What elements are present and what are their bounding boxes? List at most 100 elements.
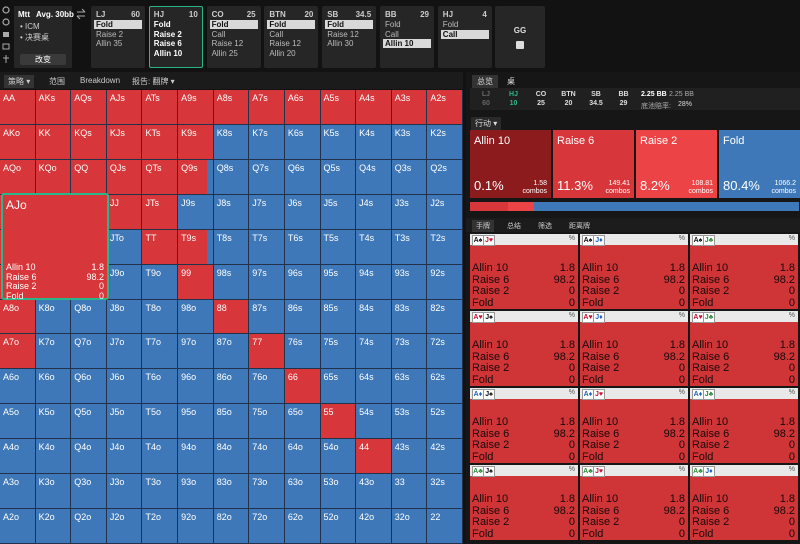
hand-cell[interactable]: J3s <box>391 194 428 230</box>
combo-card[interactable]: A♥ J♠% Allin 10 1.8 Raise 6 98.2 Raise 2 0 Fold 0 <box>470 311 578 386</box>
combo-card[interactable]: A♠ J♥% Allin 10 1.8 Raise 6 98.2 Raise 2 0 Fold 0 <box>470 234 578 309</box>
hand-cell[interactable]: 96s <box>284 264 321 300</box>
position-action[interactable]: Fold <box>325 20 374 29</box>
position-action[interactable]: Fold <box>94 20 142 29</box>
hand-cell[interactable]: 43s <box>391 439 428 475</box>
hand-cell[interactable]: 98s <box>213 264 250 300</box>
position-action[interactable]: Allin 35 <box>96 39 123 48</box>
position-action[interactable]: Raise 12 <box>269 39 301 48</box>
position-box[interactable]: LJ 60 Fold Raise 2 Allin 35 <box>91 6 145 68</box>
hand-cell[interactable]: A7s <box>249 90 285 125</box>
change-button[interactable]: 改变 <box>20 54 66 65</box>
hand-cell[interactable]: 72s <box>427 334 463 370</box>
hand-cell[interactable]: A4s <box>356 90 392 125</box>
hand-cell[interactable]: T5s <box>320 229 357 265</box>
hand-cell[interactable]: K7s <box>249 124 285 160</box>
hand-cell[interactable]: 87s <box>249 299 285 335</box>
hand-cell[interactable]: 62o <box>284 509 321 544</box>
position-action[interactable]: Fold <box>209 20 258 29</box>
hand-cell[interactable]: 74o <box>249 439 285 475</box>
hand-cell[interactable]: 42o <box>356 509 392 544</box>
hand-cell[interactable]: A3s <box>391 90 428 125</box>
hand-cell[interactable]: A5o <box>0 404 36 440</box>
hand-cell[interactable]: J2s <box>427 194 463 230</box>
hand-cell[interactable]: Q9s <box>178 159 214 195</box>
hand-tab[interactable]: 距离牌 <box>569 223 590 230</box>
hand-cell[interactable]: KQo <box>35 159 72 195</box>
hand-cell[interactable]: Q6o <box>71 369 107 405</box>
hand-cell[interactable]: 86s <box>284 299 321 335</box>
hand-cell[interactable]: 65o <box>284 404 321 440</box>
hand-cell[interactable]: J2o <box>106 509 143 544</box>
hand-cell[interactable]: K4s <box>356 124 392 160</box>
hand-cell[interactable]: Q3s <box>391 159 428 195</box>
hand-cell[interactable]: J6s <box>284 194 321 230</box>
hand-cell[interactable]: K8s <box>213 124 250 160</box>
hand-cell[interactable]: AKs <box>35 90 72 125</box>
action-box[interactable]: Allin 10 0.1% 1.58 combos <box>470 130 551 198</box>
hand-cell[interactable]: QJs <box>106 159 143 195</box>
hand-cell[interactable]: A5s <box>320 90 357 125</box>
position-box[interactable]: BTN 20 Fold Call Raise 12 Allin 20 <box>264 6 319 68</box>
hand-cell[interactable]: 98o <box>178 299 214 335</box>
hand-cell[interactable]: K5o <box>35 404 72 440</box>
panel-tab[interactable]: 桌 <box>507 77 515 86</box>
combo-card[interactable]: A♦ J♣% Allin 10 1.8 Raise 6 98.2 Raise 2 0 Fold 0 <box>690 388 798 463</box>
hand-cell[interactable]: 97s <box>249 264 285 300</box>
toolbar-tab[interactable]: 范围 <box>49 77 65 86</box>
combo-card[interactable]: A♣ J♥% Allin 10 1.8 Raise 6 98.2 Raise 2 0 Fold 0 <box>580 465 688 540</box>
hand-cell[interactable]: 95o <box>178 404 214 440</box>
hand-cell[interactable]: 52s <box>427 404 463 440</box>
hand-cell[interactable]: 72o <box>249 509 285 544</box>
hand-cell[interactable]: T7s <box>249 229 285 265</box>
hand-cell[interactable]: A8o <box>0 299 36 335</box>
hand-cell[interactable]: A4o <box>0 439 36 475</box>
hand-cell[interactable]: AKo <box>0 124 36 160</box>
hand-cell[interactable]: Q4o <box>71 439 107 475</box>
hand-cell[interactable]: JTo <box>106 229 143 265</box>
hand-cell[interactable]: 84o <box>213 439 250 475</box>
hand-cell[interactable]: 22 <box>427 509 463 544</box>
position-action[interactable]: Raise 2 <box>96 29 124 39</box>
panel-tab[interactable]: 总览 <box>472 75 498 88</box>
hand-cell[interactable]: T8s <box>213 229 250 265</box>
position-action[interactable]: Allin 10 <box>383 39 431 48</box>
hand-cell[interactable]: J8o <box>106 299 143 335</box>
action-menu[interactable]: 行动 <box>471 117 502 130</box>
hand-cell[interactable]: T6s <box>284 229 321 265</box>
hand-cell[interactable]: K2o <box>35 509 72 544</box>
hand-cell[interactable]: 85o <box>213 404 250 440</box>
hand-cell[interactable]: Q6s <box>284 159 321 195</box>
hand-cell[interactable]: 53o <box>320 474 357 510</box>
combo-card[interactable]: A♠ J♣% Allin 10 1.8 Raise 6 98.2 Raise 2 0 Fold 0 <box>690 234 798 309</box>
hand-cell[interactable]: 92s <box>427 264 463 300</box>
hand-cell[interactable]: Q5o <box>71 404 107 440</box>
hand-cell[interactable]: 63s <box>391 369 428 405</box>
position-action[interactable]: Allin 30 <box>327 39 354 48</box>
hand-cell[interactable]: J4s <box>356 194 392 230</box>
combo-card[interactable]: A♥ J♦% Allin 10 1.8 Raise 6 98.2 Raise 2 0 Fold 0 <box>580 311 688 386</box>
toolbar-tab[interactable]: Breakdown <box>80 76 121 85</box>
hand-cell[interactable]: Q2o <box>71 509 107 544</box>
hand-cell[interactable]: 54o <box>320 439 357 475</box>
hand-cell[interactable]: 82s <box>427 299 463 335</box>
hand-cell[interactable]: 62s <box>427 369 463 405</box>
hand-cell[interactable]: 93o <box>178 474 214 510</box>
hand-cell[interactable]: 32s <box>427 474 463 510</box>
action-box[interactable]: Raise 6 11.3% 149.41 combos <box>553 130 634 198</box>
hand-cell[interactable]: 77 <box>249 334 285 370</box>
hand-cell[interactable]: Q3o <box>71 474 107 510</box>
hand-cell[interactable]: K6s <box>284 124 321 160</box>
hand-cell[interactable]: 75o <box>249 404 285 440</box>
hand-cell[interactable]: 83s <box>391 299 428 335</box>
hand-cell[interactable]: K5s <box>320 124 357 160</box>
hand-cell[interactable]: 85s <box>320 299 357 335</box>
swap-icon[interactable] <box>75 8 87 20</box>
combo-card[interactable]: A♣ J♠% Allin 10 1.8 Raise 6 98.2 Raise 2 0 Fold 0 <box>470 465 578 540</box>
position-action[interactable]: Fold <box>267 20 316 29</box>
toolbar-tab[interactable]: 策略 <box>4 75 35 88</box>
hand-cell[interactable]: T9s <box>178 229 214 265</box>
action-box[interactable]: Fold 80.4% 1066.2 combos <box>719 130 800 198</box>
hand-cell[interactable]: T8o <box>142 299 179 335</box>
position-box[interactable]: SB 34.5 Fold Raise 12 Allin 30 <box>322 6 377 68</box>
